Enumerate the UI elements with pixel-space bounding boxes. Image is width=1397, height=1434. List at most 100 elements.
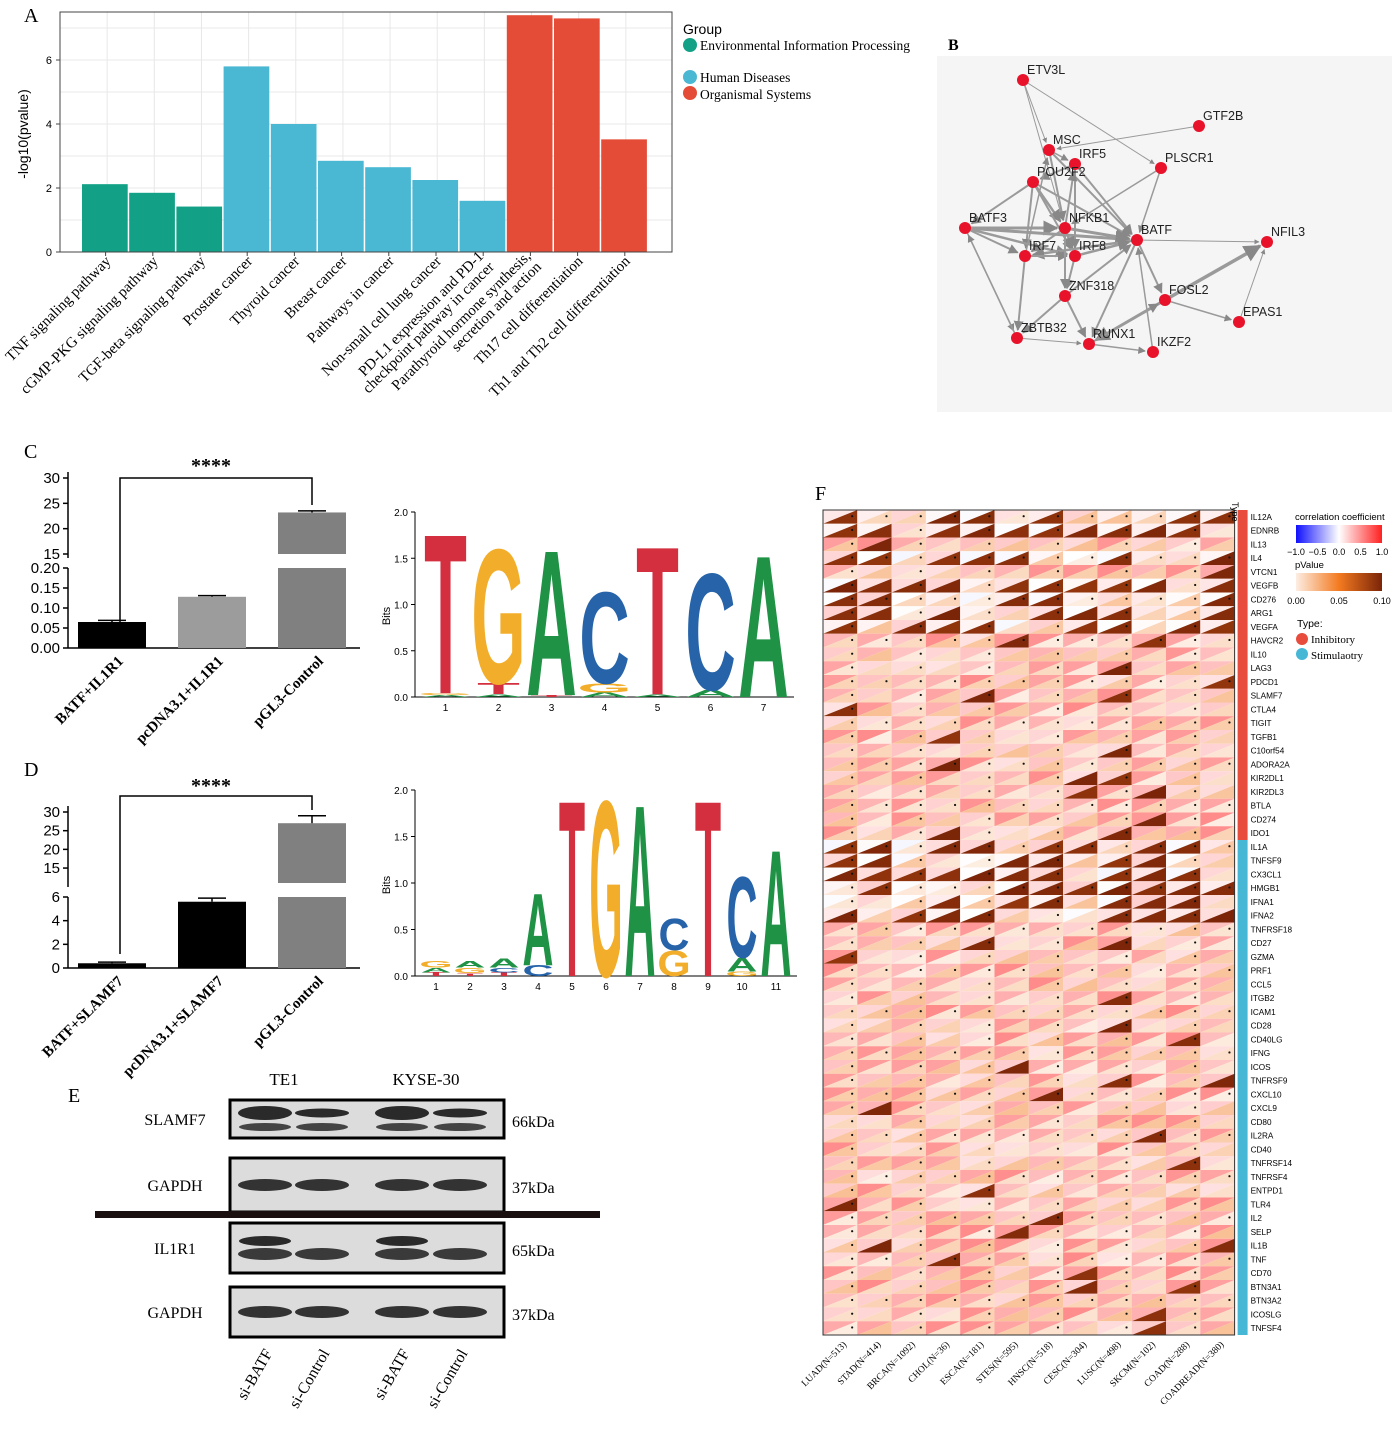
- blot-size-label: 37kDa: [512, 1307, 555, 1324]
- significance-dot: [1125, 597, 1128, 600]
- network-edge: [964, 226, 1069, 258]
- significance-dot: [851, 927, 854, 930]
- heatmap-p-cell: [925, 1266, 961, 1280]
- heatmap-corr-cell: [960, 743, 995, 758]
- corr-legend-title: correlation coefficient: [1295, 512, 1385, 523]
- significance-dot: [919, 1161, 922, 1164]
- heatmap-p-cell: [1131, 840, 1166, 854]
- heatmap-p-cell: [823, 908, 858, 923]
- gene-label: IFNA1: [1251, 898, 1275, 907]
- significance-dot: [885, 556, 888, 559]
- heatmap-p-cell: [994, 840, 1029, 854]
- heatmap-p-cell: [1131, 702, 1166, 717]
- heatmap-p-cell: [891, 688, 926, 703]
- heatmap-corr-cell: [925, 716, 961, 730]
- heatmap-p-cell: [1131, 771, 1166, 785]
- heatmap-p-cell: [891, 1115, 926, 1129]
- significance-dot: [953, 515, 957, 518]
- logo-letter-C: C: [727, 853, 758, 983]
- network-edge: [1238, 249, 1266, 323]
- logo-letter-G: G: [471, 509, 525, 724]
- significance-dot: [1125, 817, 1128, 820]
- heatmap-p-cell: [994, 1073, 1029, 1088]
- heatmap-p-cell: [994, 592, 1029, 607]
- significance-dot: [1228, 556, 1231, 559]
- gene-label: KIR2DL1: [1251, 774, 1285, 783]
- heatmap-corr-cell: [1166, 1321, 1201, 1335]
- significance-dot: [885, 1133, 888, 1137]
- heatmap-corr-cell: [960, 936, 995, 950]
- significance-dot: [1125, 693, 1128, 697]
- significance-dot: [1056, 638, 1060, 642]
- heatmap-p-cell: [925, 1225, 961, 1239]
- significance-dot: [1125, 1133, 1128, 1137]
- heatmap-p-cell: [925, 1073, 961, 1088]
- logo-letter-G: G: [453, 966, 486, 975]
- significance-dot: [1194, 1078, 1197, 1082]
- heatmap-p-cell: [925, 1142, 961, 1157]
- plot-frame: [59, 11, 673, 253]
- heatmap-p-cell: [857, 1170, 892, 1184]
- heatmap-p-cell: [994, 798, 1029, 813]
- heatmap-p-cell: [823, 620, 858, 634]
- significance-dot: [1194, 721, 1197, 724]
- heatmap-p-cell: [891, 812, 926, 827]
- heatmap-corr-cell: [1166, 991, 1201, 1005]
- heatmap-corr-cell: [925, 908, 961, 923]
- heatmap-p-cell: [925, 936, 961, 950]
- heatmap-p-cell: [994, 1293, 1029, 1308]
- heatmap-corr-cell: [994, 702, 1029, 717]
- significance-dot: [885, 1298, 888, 1302]
- significance-dot: [1091, 638, 1094, 642]
- significance-dot: [919, 611, 922, 614]
- bar-upper: [278, 512, 346, 554]
- heatmap-p-cell: [1131, 688, 1166, 703]
- heatmap-p-cell: [857, 977, 892, 992]
- type-annotation-bar: [1237, 510, 1248, 1335]
- blot-band: [375, 1306, 429, 1318]
- heatmap-corr-cell: [925, 551, 961, 565]
- significance-dot: [1125, 748, 1128, 752]
- network-edge: [1164, 244, 1262, 302]
- heatmap-p-cell: [925, 551, 961, 565]
- heatmap-p-cell: [925, 1197, 961, 1212]
- significance-dot: [919, 707, 922, 710]
- significance-dot: [988, 913, 991, 917]
- significance-dot: [1125, 858, 1128, 862]
- significance-dot: [988, 707, 991, 710]
- significance-dot: [851, 1298, 854, 1302]
- heatmap-corr-cell: [960, 1238, 995, 1253]
- logo-position: 9: [705, 982, 711, 993]
- heatmap-p-cell: [857, 633, 892, 648]
- significance-dot: [1159, 845, 1162, 848]
- significance-dot: [1091, 1175, 1094, 1178]
- heatmap-p-cell: [857, 1156, 892, 1170]
- significance-dot: [851, 1285, 854, 1288]
- significance-dot: [1056, 1312, 1060, 1315]
- heatmap-corr-cell: [994, 1307, 1029, 1322]
- heatmap-p-cell: [925, 523, 961, 538]
- node-label: NFKB1: [1069, 211, 1109, 225]
- logo-letter-C: C: [523, 962, 554, 979]
- heatmap-p-cell: [891, 1170, 926, 1184]
- heatmap-p-cell: [925, 620, 961, 634]
- significance-dot: [1159, 597, 1162, 600]
- network-node: [1193, 120, 1205, 132]
- heatmap-p-cell: [823, 1293, 858, 1308]
- heatmap-corr-cell: [960, 908, 995, 923]
- heatmap-corr-cell: [994, 867, 1029, 882]
- significance-dot: [1125, 913, 1128, 917]
- significance-dot: [1056, 528, 1060, 532]
- heatmap-p-cell: [994, 1307, 1029, 1322]
- significance-dot: [851, 1175, 854, 1178]
- logo-position: 2: [467, 982, 473, 993]
- significance-dot: [988, 693, 991, 697]
- significance-dot: [1056, 748, 1060, 752]
- heatmap-p-cell: [857, 592, 892, 607]
- heatmap-corr-cell: [994, 1087, 1029, 1102]
- significance-dot: [1159, 886, 1162, 889]
- significance-dot: [1125, 528, 1128, 532]
- significance-dot: [851, 570, 854, 573]
- significance-dot: [988, 1051, 991, 1054]
- heatmap-p-cell: [857, 1073, 892, 1088]
